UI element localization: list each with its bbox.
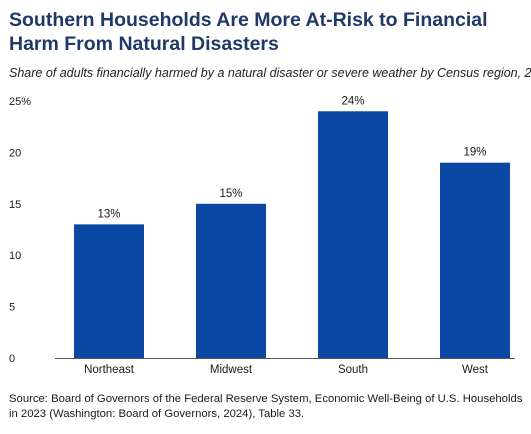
y-tick-label: 5 [9,302,15,314]
bars [74,111,510,358]
chart-title: Southern Households Are More At-Risk to … [9,9,488,55]
data-labels: 13% 15% 24% 19% [97,95,486,220]
source-note: Source: Board of Governors of the Federa… [9,393,523,420]
bar-midwest [196,203,266,358]
bar-northeast [74,224,144,358]
data-label: 13% [97,208,120,220]
data-label: 15% [219,188,242,200]
y-axis: 0 5 10 15 20 25% [9,96,31,365]
data-label: 19% [463,147,486,159]
y-tick-label: 0 [9,353,15,365]
x-tick-label: Midwest [210,364,253,376]
x-tick-label: South [338,364,368,376]
y-tick-label: 25% [9,96,31,108]
x-tick-label: West [462,364,489,376]
chart-subtitle: Share of adults financially harmed by a … [9,66,531,80]
y-tick-label: 15 [9,199,21,211]
y-tick-label: 10 [9,250,21,262]
x-tick-label: Northeast [84,364,135,376]
bar-south [318,111,388,358]
bar-west [440,162,510,358]
bar-chart: 0 5 10 15 20 25% 13% 15% 24% 19% Northeast Midwes… [9,95,515,376]
x-axis: Northeast Midwest South West [84,364,489,376]
y-tick-label: 20 [9,147,21,159]
data-label: 24% [341,95,364,107]
